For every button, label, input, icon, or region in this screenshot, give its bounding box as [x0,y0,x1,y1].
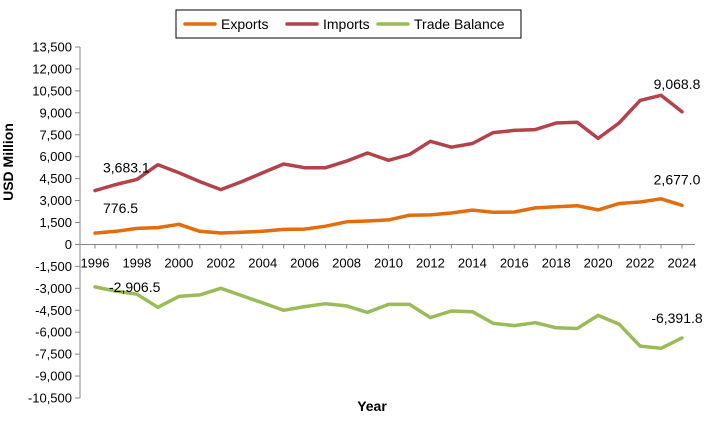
legend-label: Exports [221,16,268,32]
annotations: 776.5 2,677.0 3,683.1 9,068.8 -2,906.5 -6,391… [103,76,703,326]
x-tick-label: 2014 [458,255,487,270]
series-line-trade-balance [93,285,684,351]
series-line-imports [93,93,684,193]
y-tick-label: -1,500 [35,259,72,274]
y-tick-label: 9,000 [39,105,72,120]
x-tick-label: 2020 [584,255,613,270]
x-tick-label: 2000 [164,255,193,270]
series-lines [93,93,684,351]
x-tick-label: 2016 [500,255,529,270]
x-tick-label: 2004 [248,255,277,270]
legend-label: Imports [323,16,370,32]
y-tick-label: -4,500 [35,303,72,318]
y-tick-label: 4,500 [39,171,72,186]
y-tick-label: -6,000 [35,325,72,340]
y-tick-label: 10,500 [32,83,72,98]
x-tick-label: 2002 [206,255,235,270]
x-tick-label: 1996 [81,255,110,270]
data-label: 3,683.1 [103,160,150,176]
y-tick-label: 1,500 [39,215,72,230]
y-tick-label: 6,000 [39,149,72,164]
x-axis: 1996 1998 2000 2002 2004 2006 2008 2010 2012 2014… [80,243,697,270]
y-tick-label: -10,500 [28,391,72,406]
y-tick-label: 12,000 [32,61,72,76]
legend: Exports Imports Trade Balance [175,9,522,39]
series-line-exports [93,197,684,235]
y-tick-label: 3,000 [39,193,72,208]
x-tick-label: 2022 [626,255,655,270]
y-tick-label: -3,000 [35,281,72,296]
y-tick-label: 0 [65,237,72,252]
x-tick-label: 2012 [416,255,445,270]
data-label: -6,391.8 [651,310,703,326]
x-tick-label: 2018 [542,255,571,270]
data-label: 776.5 [103,200,138,216]
x-tick-label: 1998 [122,255,151,270]
legend-label: Trade Balance [414,16,505,32]
data-label: 9,068.8 [654,76,701,92]
x-tick-label: 2008 [332,255,361,270]
y-tick-label: 13,500 [32,40,72,55]
data-label: -2,906.5 [109,279,161,295]
data-label: 2,677.0 [654,171,701,187]
legend-box [175,9,522,39]
y-axis: 13,500 12,000 10,500 9,000 7,500 6,000 4,500 3,… [28,40,81,406]
x-tick-label: 2024 [668,255,697,270]
y-tick-label: 7,500 [39,127,72,142]
x-axis-title: Year [357,398,387,414]
y-tick-label: -7,500 [35,347,72,362]
y-tick-label: -9,000 [35,369,72,384]
x-tick-label: 2006 [290,255,319,270]
x-tick-label: 2010 [374,255,403,270]
y-axis-title: USD Million [0,123,16,201]
